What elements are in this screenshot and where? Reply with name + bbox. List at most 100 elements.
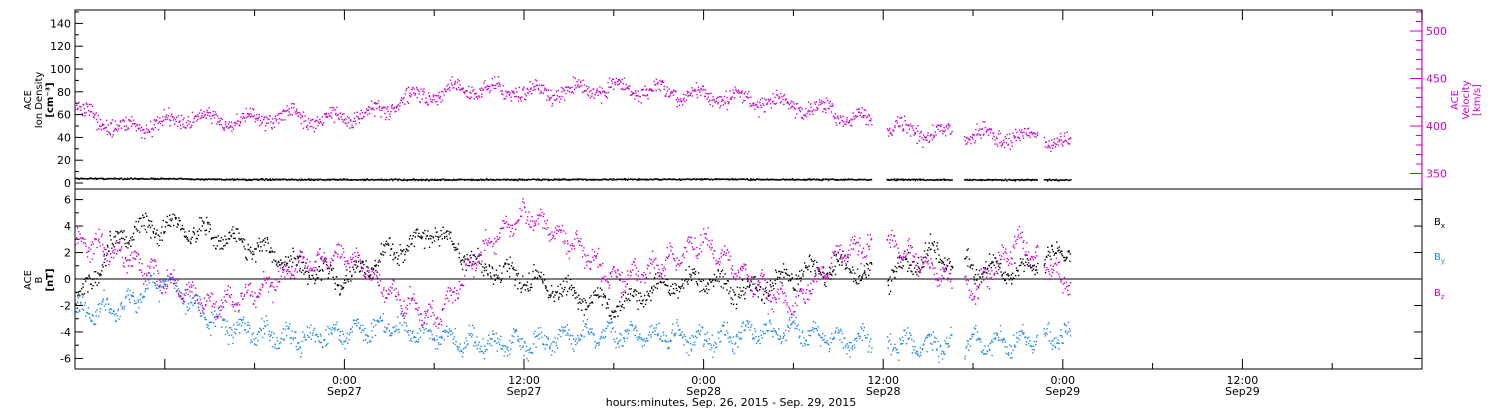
density-point xyxy=(716,178,718,181)
bx-point xyxy=(405,248,408,250)
bx-point xyxy=(389,237,391,239)
bx-point xyxy=(922,261,924,263)
velocity-point xyxy=(494,84,497,87)
density-point xyxy=(95,177,97,180)
density-point xyxy=(340,179,343,181)
bx-point xyxy=(764,288,767,290)
bx-point xyxy=(594,294,597,296)
velocity-point xyxy=(1060,139,1062,141)
density-point xyxy=(774,179,777,181)
bx-point xyxy=(703,288,705,290)
density-point xyxy=(637,179,639,181)
bx-point xyxy=(193,233,196,235)
velocity-point xyxy=(268,118,270,121)
bx-point xyxy=(304,267,306,269)
bx-point xyxy=(586,308,588,311)
bx-point xyxy=(985,272,987,274)
bx-point xyxy=(759,286,762,288)
velocity-point xyxy=(219,119,221,122)
velocity-point xyxy=(95,112,97,114)
density-point xyxy=(980,179,983,181)
by-point xyxy=(306,334,309,336)
bx-point xyxy=(465,269,467,271)
bx-point xyxy=(506,270,508,272)
velocity-point xyxy=(839,121,841,124)
velocity-point xyxy=(634,98,636,100)
velocity-point xyxy=(292,102,295,105)
velocity-point xyxy=(467,96,469,99)
density-point xyxy=(709,179,711,181)
by-point xyxy=(320,335,322,337)
by-point xyxy=(388,330,391,332)
density-point xyxy=(253,178,256,181)
velocity-point xyxy=(238,124,240,126)
density-point xyxy=(289,179,291,181)
velocity-point xyxy=(606,97,609,99)
density-point xyxy=(711,178,713,180)
bx-point xyxy=(668,292,671,295)
bx-point xyxy=(639,292,641,294)
by-point xyxy=(178,296,181,298)
bx-point xyxy=(898,257,901,259)
bx-point xyxy=(357,260,360,263)
velocity-point xyxy=(856,115,859,118)
bx-point xyxy=(147,219,150,222)
velocity-point xyxy=(496,82,498,85)
bx-point xyxy=(626,299,628,301)
by-point xyxy=(242,318,244,321)
velocity-point xyxy=(288,111,290,113)
density-point xyxy=(1069,179,1071,181)
bx-point xyxy=(1030,267,1032,269)
velocity-point xyxy=(449,79,452,81)
velocity-point xyxy=(942,133,944,135)
bx-point xyxy=(556,291,559,293)
bx-point xyxy=(232,226,234,228)
by-point xyxy=(320,341,322,344)
bx-point xyxy=(478,262,481,264)
bx-point xyxy=(193,231,195,234)
density-point xyxy=(78,178,80,180)
bx-point xyxy=(548,294,550,296)
velocity-point xyxy=(132,119,135,121)
density-point xyxy=(560,178,562,181)
velocity-point xyxy=(1047,146,1049,148)
by-point xyxy=(385,331,387,333)
bx-point xyxy=(836,258,838,261)
velocity-point xyxy=(453,87,455,89)
bx-point xyxy=(934,251,936,254)
velocity-point xyxy=(177,115,180,117)
bx-point xyxy=(195,241,197,243)
bx-point xyxy=(367,267,369,269)
by-point xyxy=(312,329,315,332)
bx-point xyxy=(775,269,777,271)
velocity-point xyxy=(726,108,728,111)
bx-point xyxy=(287,256,290,258)
density-point xyxy=(189,178,191,180)
velocity-point xyxy=(554,99,556,101)
density-point xyxy=(718,178,720,180)
bx-point xyxy=(978,269,981,272)
velocity-point xyxy=(218,117,220,120)
by-point xyxy=(115,320,118,323)
by-point xyxy=(423,332,425,334)
velocity-point xyxy=(614,81,616,83)
velocity-point xyxy=(498,82,500,84)
by-point xyxy=(98,315,100,318)
velocity-point xyxy=(104,127,106,129)
bx-point xyxy=(120,230,123,232)
by-point xyxy=(99,308,102,310)
velocity-point xyxy=(127,128,130,130)
velocity-point xyxy=(300,122,303,125)
by-point xyxy=(343,341,345,343)
density-point xyxy=(566,179,569,181)
by-point xyxy=(302,331,304,333)
bx-point xyxy=(280,259,282,261)
density-point xyxy=(190,178,193,180)
velocity-point xyxy=(160,120,162,122)
by-point xyxy=(382,313,384,315)
by-point xyxy=(147,287,149,289)
velocity-point xyxy=(576,85,579,87)
velocity-point xyxy=(1013,137,1016,139)
density-point xyxy=(909,179,912,181)
density-point xyxy=(462,178,465,181)
